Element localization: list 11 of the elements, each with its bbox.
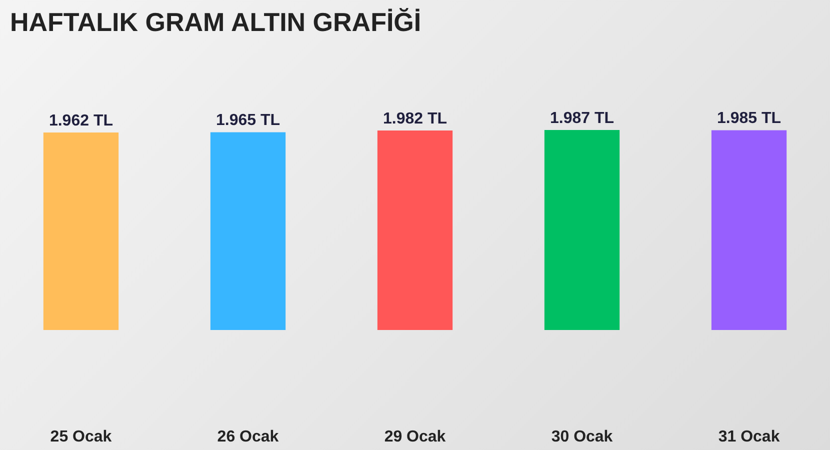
chart-title: HAFTALIK GRAM ALTIN GRAFİĞİ — [10, 7, 422, 37]
data-label: 1.985 TL — [717, 110, 782, 128]
x-tick-label: 26 Ocak — [217, 428, 279, 446]
data-label: 1.987 TL — [550, 110, 614, 127]
x-tick-label: 30 Ocak — [551, 428, 613, 446]
x-tick-label: 31 Ocak — [718, 428, 780, 446]
data-label: 1.982 TL — [382, 110, 448, 128]
data-label: 1.962 TL — [48, 112, 114, 130]
data-label: 1.965 TL — [216, 112, 280, 130]
x-tick-label: 29 Ocak — [384, 428, 446, 446]
x-tick-label: 25 Ocak — [50, 428, 112, 446]
